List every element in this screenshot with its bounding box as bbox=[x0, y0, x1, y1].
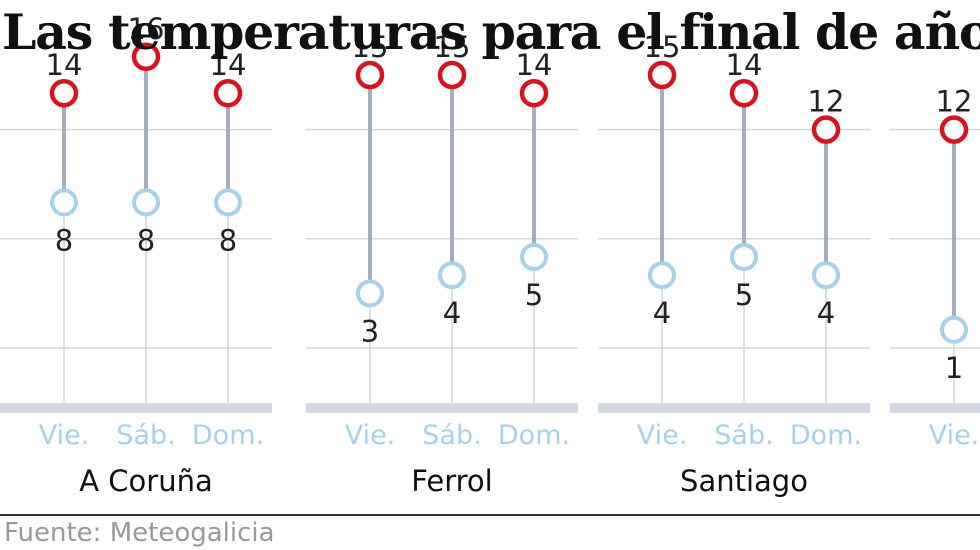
min-temp-point bbox=[730, 243, 758, 271]
source-note: Fuente: Meteogalicia bbox=[4, 518, 275, 548]
city-label: Santiago bbox=[680, 464, 808, 498]
source-divider bbox=[0, 514, 980, 516]
max-temp-label: 15 bbox=[352, 30, 389, 64]
max-temp-point bbox=[729, 78, 759, 108]
min-temp-point bbox=[812, 261, 840, 290]
max-temp-point bbox=[437, 60, 467, 90]
max-temp-point bbox=[213, 78, 243, 108]
city-label: Ferrol bbox=[411, 464, 492, 498]
max-temp-point bbox=[811, 115, 841, 144]
max-temp-label: 14 bbox=[210, 48, 247, 82]
day-label: Dom. bbox=[192, 420, 264, 451]
min-temp-label: 8 bbox=[137, 223, 155, 257]
day-label: Vie. bbox=[637, 420, 688, 451]
min-temp-label: 1 bbox=[945, 351, 963, 385]
min-temp-label: 5 bbox=[525, 278, 543, 312]
min-temp-point bbox=[356, 279, 384, 308]
min-temp-point bbox=[214, 188, 242, 217]
min-temp-point bbox=[520, 243, 548, 271]
min-temp-point bbox=[132, 188, 160, 217]
max-temp-point bbox=[49, 78, 79, 108]
max-temp-point bbox=[647, 60, 677, 90]
max-temp-label: 16 bbox=[128, 12, 165, 46]
min-temp-label: 4 bbox=[817, 296, 835, 330]
axis-band bbox=[890, 403, 980, 413]
max-temp-point bbox=[355, 60, 385, 90]
min-temp-point bbox=[940, 315, 968, 344]
max-temp-label: 12 bbox=[808, 85, 845, 119]
day-label: Sáb. bbox=[422, 420, 481, 451]
max-temp-label: 14 bbox=[516, 48, 553, 82]
min-temp-point bbox=[50, 188, 78, 217]
axis-band bbox=[306, 403, 578, 413]
city-label: A Coruña bbox=[79, 464, 213, 498]
min-temp-label: 4 bbox=[653, 296, 671, 330]
max-temp-label: 12 bbox=[936, 85, 973, 119]
day-label: Vie. bbox=[39, 420, 90, 451]
day-label: Vie. bbox=[929, 420, 980, 451]
max-temp-label: 15 bbox=[644, 30, 681, 64]
day-label: Dom. bbox=[498, 420, 570, 451]
min-temp-label: 4 bbox=[443, 296, 461, 330]
axis-band bbox=[0, 403, 272, 413]
max-temp-label: 15 bbox=[434, 30, 471, 64]
min-temp-label: 8 bbox=[219, 223, 237, 257]
min-temp-point bbox=[438, 261, 466, 290]
day-label: Sáb. bbox=[116, 420, 175, 451]
chart-title: Las temperaturas para el final de año bbox=[2, 3, 980, 61]
axis-band bbox=[598, 403, 870, 413]
max-temp-label: 14 bbox=[46, 48, 83, 82]
min-temp-label: 3 bbox=[361, 314, 379, 348]
min-temp-label: 8 bbox=[55, 223, 73, 257]
max-temp-label: 14 bbox=[726, 48, 763, 82]
day-label: Dom. bbox=[790, 420, 862, 451]
day-label: Vie. bbox=[345, 420, 396, 451]
max-temp-point bbox=[939, 115, 969, 144]
min-temp-label: 5 bbox=[735, 278, 753, 312]
max-temp-point bbox=[519, 78, 549, 108]
max-temp-point bbox=[131, 42, 161, 72]
day-label: Sáb. bbox=[714, 420, 773, 451]
min-temp-point bbox=[648, 261, 676, 290]
